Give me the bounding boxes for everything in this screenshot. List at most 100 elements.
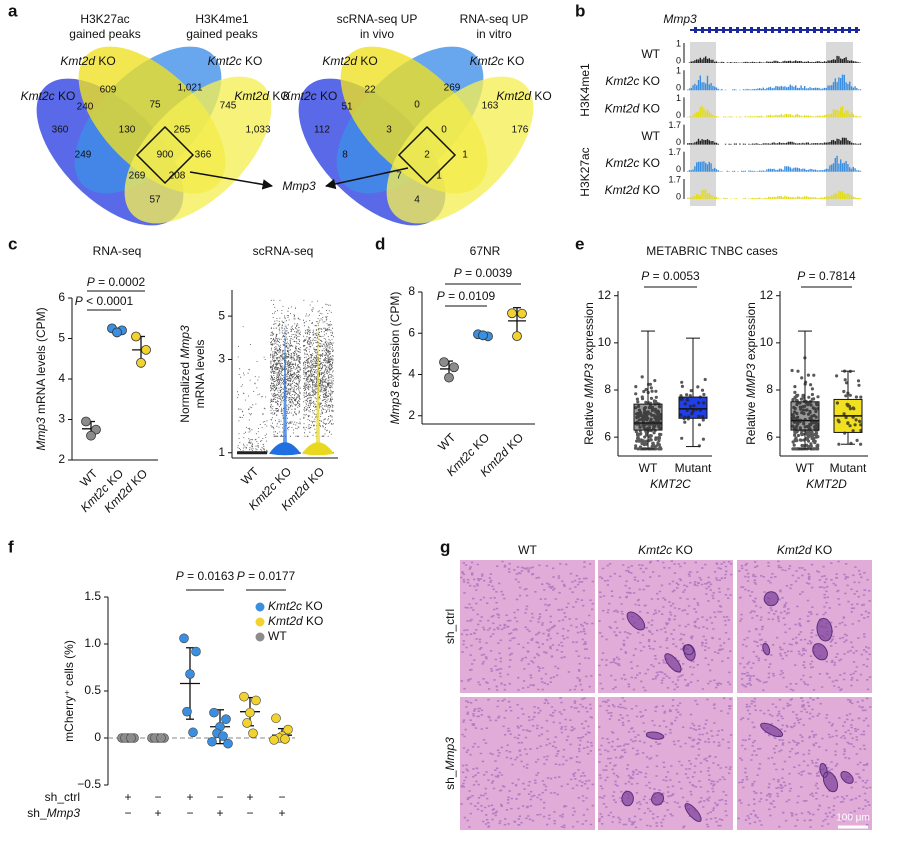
text-run: = 0.0053 — [649, 269, 700, 283]
venn-title: scRNA-seq UP — [337, 12, 418, 26]
text-run: Mmp3 — [388, 391, 402, 425]
data-point — [449, 362, 459, 373]
exon — [708, 27, 711, 33]
highlight-region — [690, 42, 716, 206]
track-label: Kmt2c KO — [605, 74, 660, 88]
y-tick-label: 8 — [408, 284, 415, 298]
y-tick-label: 10 — [760, 335, 774, 349]
text-run: KO — [812, 543, 833, 557]
text-run: KO — [639, 156, 660, 170]
venn-count: 1,033 — [245, 125, 270, 136]
text-run: P — [176, 569, 184, 583]
chart-title: METABRIC TNBC cases — [646, 244, 778, 258]
sample-points — [678, 377, 707, 448]
p-value: P < 0.0001 — [75, 294, 134, 308]
text-run: Relative — [744, 398, 758, 445]
text-run: Kmt2c — [605, 74, 639, 88]
text-run: expression — [744, 302, 758, 363]
x-axis-label: KMT2C — [650, 477, 691, 491]
row-mark: + — [216, 806, 223, 820]
column-label: Kmt2c KO — [638, 543, 693, 557]
track-min: 0 — [676, 83, 681, 93]
p-value: P = 0.0002 — [87, 275, 146, 289]
exon — [778, 27, 781, 33]
track-max: 1.7 — [668, 147, 681, 157]
gene-name: Mmp3 — [663, 12, 697, 26]
track-max: 1 — [676, 66, 681, 76]
venn-set — [124, 76, 272, 224]
text-run: Kmt2d — [605, 183, 640, 197]
track-min: 0 — [676, 191, 681, 201]
y-tick-label: 3 — [58, 412, 65, 426]
violin-body — [302, 442, 334, 456]
venn-set-label: Kmt2c KO — [21, 89, 76, 103]
x-axis-label: KMT2D — [806, 477, 847, 491]
track-label: Kmt2c KO — [605, 156, 660, 170]
row-mark: + — [278, 806, 285, 820]
row-mark: − — [278, 790, 285, 804]
sample-points — [790, 356, 820, 451]
track-label: WT — [641, 129, 660, 143]
data-point — [185, 669, 195, 679]
text-run: Relative — [582, 398, 596, 445]
text-run: Kmt2c — [605, 156, 639, 170]
exon — [799, 27, 802, 33]
signal-track — [687, 105, 862, 118]
violin-body — [237, 451, 267, 455]
track-min: 0 — [676, 55, 681, 65]
venn-set-label: Kmt2c KO — [283, 89, 338, 103]
text-run: Mmp3 — [282, 179, 316, 193]
text-run: KO — [242, 54, 263, 68]
venn-count: 745 — [220, 101, 237, 112]
p-value: P = 0.0163 — [176, 569, 235, 583]
highlight-region — [826, 42, 853, 206]
nuclei — [460, 560, 594, 691]
data-point — [81, 416, 91, 427]
data-point — [112, 327, 122, 338]
row-mark: + — [154, 806, 161, 820]
venn-count: 57 — [149, 195, 161, 206]
venn-title: gained peaks — [186, 27, 257, 41]
exon — [764, 27, 767, 33]
p-value: P = 0.7814 — [797, 269, 856, 283]
text-run: Kmt2c — [283, 89, 317, 103]
venn-count: 366 — [195, 150, 212, 161]
venn-count: 75 — [149, 100, 161, 111]
y-tick-label: 6 — [408, 325, 415, 339]
x-tick-label: Mutant — [830, 461, 867, 475]
violin-body — [283, 316, 287, 445]
y-tick-label: 4 — [58, 371, 65, 385]
track-min: 0 — [676, 110, 681, 120]
histology-image — [737, 697, 872, 830]
text-run: sh_ — [27, 806, 47, 820]
text-run: KO — [357, 54, 378, 68]
data-point — [188, 727, 198, 738]
text-run: P — [437, 289, 445, 303]
text-run: KO — [317, 89, 338, 103]
x-tick-label: WT — [639, 461, 658, 475]
track-group: H3K27ac — [578, 147, 592, 196]
venn-title: in vitro — [476, 27, 512, 41]
row-mark: − — [124, 806, 131, 820]
text-run: Kmt2d — [496, 89, 531, 103]
sample-points — [835, 369, 863, 446]
p-value: P = 0.0177 — [237, 569, 296, 583]
signal-track — [687, 74, 862, 91]
text-run: = 0.7814 — [805, 269, 856, 283]
text-run: Mmp3 — [47, 806, 81, 820]
data-point — [507, 308, 517, 319]
data-point — [207, 736, 217, 747]
scale-bar-label: 100 μm — [836, 813, 870, 824]
y-axis-label: Relative MMP3 expression — [744, 302, 758, 445]
data-point — [517, 308, 527, 319]
column-label: Kmt2d KO — [777, 543, 832, 557]
track-label: Kmt2d KO — [605, 102, 660, 116]
tumor-cluster — [760, 722, 854, 793]
legend-swatch — [255, 617, 265, 627]
text-run: KO — [303, 614, 324, 628]
track-max: 1.7 — [668, 174, 681, 184]
text-run: KO — [531, 89, 552, 103]
chart-title: RNA-seq — [93, 244, 142, 258]
text-run: = 0.0039 — [462, 266, 513, 280]
